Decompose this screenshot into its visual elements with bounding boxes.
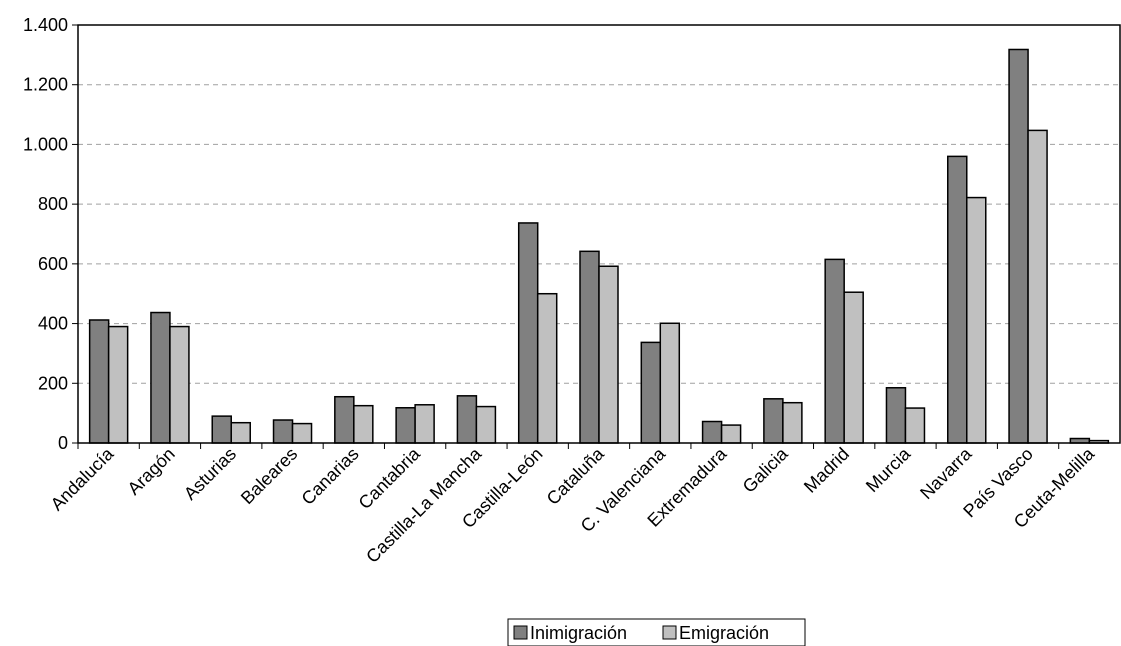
- bar-emigracion-baleares: [291, 422, 313, 444]
- bar-inimigracion-castilla-la-mancha: [456, 395, 478, 444]
- bar-emigracion-extremadura: [720, 424, 742, 444]
- y-tick-label: 800: [38, 194, 68, 214]
- plot-frame: [77, 24, 1121, 444]
- bar-emigracion-andalucia: [107, 325, 129, 444]
- bar-emigracion-c-valenciana: [659, 322, 681, 444]
- gridlines: [78, 84, 1120, 384]
- bar-inimigracion-cataluna: [579, 250, 600, 444]
- bar-inimigracion-canarias: [334, 395, 355, 444]
- bar-inimigracion-c-valenciana: [640, 341, 662, 444]
- y-tick-label: 200: [38, 373, 68, 393]
- bar-emigracion-castilla-leon: [536, 292, 558, 444]
- x-tick-label: Canarias: [298, 444, 363, 509]
- bar-inimigracion-aragon: [150, 311, 171, 444]
- bar-inimigracion-madrid: [824, 258, 845, 444]
- bar-emigracion-asturias: [230, 421, 251, 444]
- bar-inimigracion-galicia: [763, 398, 784, 444]
- x-tick-label: Andalucía: [47, 443, 118, 514]
- legend: Inimigración Emigración: [507, 618, 806, 646]
- bar-inimigracion-castilla-leon: [517, 222, 539, 444]
- x-tick-label: Asturias: [180, 444, 240, 504]
- bar-inimigracion-navarra: [947, 155, 968, 444]
- legend-swatch-inimigracion: [513, 625, 528, 640]
- bar-emigracion-madrid: [843, 291, 864, 444]
- bar-emigracion-cantabria: [414, 404, 435, 444]
- x-tick-label: Aragón: [124, 444, 179, 499]
- bar-emigracion-pais-vasco: [1027, 129, 1048, 444]
- bar-emigracion-castilla-la-mancha: [475, 405, 497, 444]
- bar-inimigracion-cantabria: [395, 407, 416, 444]
- x-axis: Andalucía Aragón AsturiasBalearesCanariasC…: [47, 443, 1099, 567]
- x-tick-label: Murcia: [862, 443, 915, 496]
- y-tick-label: 1.200: [23, 75, 68, 95]
- bar-emigracion-canarias: [353, 404, 374, 444]
- bar-inimigracion-andalucia: [88, 319, 110, 444]
- bar-emigracion-navarra: [966, 196, 987, 444]
- y-tick-label: 1.000: [23, 134, 68, 154]
- bar-inimigracion-baleares: [272, 419, 294, 444]
- legend-label-inimigracion: Inimigración: [530, 623, 627, 643]
- bars: [88, 48, 1110, 444]
- bar-inimigracion-asturias: [211, 415, 232, 444]
- x-tick-label: Galicia: [739, 443, 793, 497]
- bar-inimigracion-pais-vasco: [1008, 48, 1029, 444]
- x-tick-label: Baleares: [237, 444, 301, 508]
- bar-emigracion-galicia: [782, 401, 803, 444]
- x-tick-label: Navarra: [916, 443, 976, 503]
- y-tick-label: 1.400: [23, 15, 68, 35]
- bar-emigracion-murcia: [904, 407, 926, 444]
- bar-emigracion-cataluna: [598, 265, 619, 444]
- legend-swatch-emigracion: [662, 625, 677, 640]
- x-tick-label: Castilla-La Mancha: [362, 443, 486, 567]
- y-tick-label: 600: [38, 254, 68, 274]
- y-tick-label: 0: [58, 433, 68, 453]
- y-tick-label: 400: [38, 314, 68, 334]
- bar-inimigracion-murcia: [885, 387, 907, 444]
- bar-emigracion-aragon: [169, 325, 190, 444]
- y-axis: 0 200 400 600 800 1.000 1.200 1.400: [23, 15, 78, 453]
- legend-box: [507, 618, 806, 646]
- x-tick-label: Madrid: [800, 444, 853, 497]
- legend-label-emigracion: Emigración: [679, 623, 769, 643]
- bar-inimigracion-extremadura: [701, 420, 723, 444]
